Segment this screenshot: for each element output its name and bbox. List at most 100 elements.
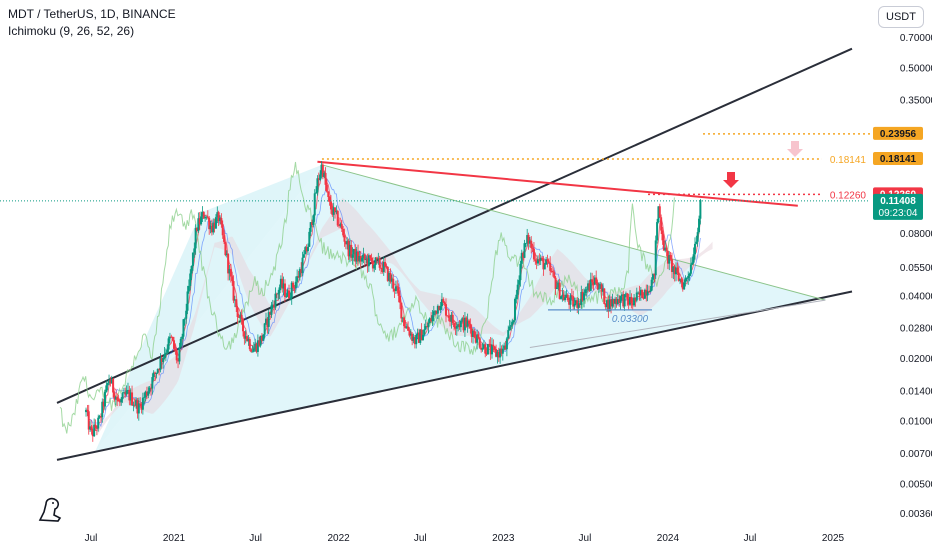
candle-body bbox=[237, 317, 240, 318]
candle-body bbox=[156, 369, 159, 373]
candle-body bbox=[179, 338, 182, 348]
candle-body bbox=[144, 391, 147, 398]
candle-body bbox=[549, 262, 552, 271]
candle-body bbox=[673, 266, 676, 275]
candle-body bbox=[328, 197, 331, 202]
candle-body bbox=[610, 299, 613, 307]
candle-body bbox=[355, 251, 358, 262]
candle-body bbox=[308, 231, 311, 247]
candle-body bbox=[457, 324, 460, 326]
candle-body bbox=[417, 332, 420, 343]
candle-body bbox=[240, 315, 243, 320]
candle-body bbox=[666, 250, 669, 264]
candle-body bbox=[593, 277, 596, 285]
x-tick-label: 2025 bbox=[822, 533, 845, 544]
pink-down-arrow-icon bbox=[787, 141, 803, 157]
candle-body bbox=[642, 297, 645, 299]
candle-body bbox=[109, 379, 112, 384]
candle-body bbox=[535, 260, 538, 264]
candle-body bbox=[388, 273, 391, 281]
candle-body bbox=[519, 263, 522, 281]
candle-body bbox=[600, 284, 603, 292]
time-axis[interactable]: Jul 2021 Jul 2022 Jul 2023 Jul 2024 Jul 2025 bbox=[85, 533, 845, 544]
candle-body bbox=[541, 257, 544, 259]
candle-body bbox=[187, 285, 190, 292]
candle-body bbox=[151, 377, 154, 389]
candle-body bbox=[270, 305, 273, 315]
candle-body bbox=[381, 267, 384, 272]
candle-body bbox=[212, 222, 215, 233]
candle-body bbox=[239, 315, 242, 318]
candle-body bbox=[313, 193, 316, 216]
candle-body bbox=[357, 251, 360, 262]
candle-body bbox=[458, 324, 461, 328]
candle-body bbox=[660, 217, 663, 231]
candle-body bbox=[369, 255, 372, 259]
candle-body bbox=[86, 409, 89, 412]
candle-body bbox=[401, 317, 404, 319]
candle-body bbox=[231, 276, 234, 282]
candle-body bbox=[166, 349, 169, 353]
candle-body bbox=[141, 397, 144, 410]
candle-body bbox=[665, 247, 668, 251]
candle-body bbox=[411, 333, 414, 341]
candle-body bbox=[209, 225, 212, 230]
candle-body bbox=[325, 184, 328, 192]
candle-body bbox=[269, 312, 272, 315]
candle-body bbox=[566, 294, 569, 301]
candle-body bbox=[587, 283, 590, 290]
candle-body bbox=[289, 297, 292, 299]
candle-body bbox=[432, 311, 435, 316]
upper-channel-line bbox=[56, 47, 853, 404]
candle-body bbox=[680, 279, 683, 283]
candle-body bbox=[290, 282, 293, 298]
candle-body bbox=[595, 277, 598, 284]
candle-body bbox=[496, 351, 499, 357]
candle-body bbox=[385, 266, 388, 267]
currency-button[interactable]: USDT bbox=[878, 6, 924, 28]
candle-body bbox=[601, 288, 604, 292]
candle-body bbox=[474, 337, 477, 343]
candle-body bbox=[251, 351, 254, 353]
candle-body bbox=[317, 178, 320, 180]
candle-body bbox=[551, 271, 554, 273]
price-tag-label: 0.18141 bbox=[880, 154, 917, 165]
candle-body bbox=[685, 277, 688, 279]
candle-body bbox=[200, 216, 203, 225]
candle-body bbox=[323, 172, 326, 177]
candle-body bbox=[698, 218, 701, 233]
candle-body bbox=[505, 338, 508, 350]
candle-body bbox=[480, 347, 483, 350]
candle-body bbox=[490, 344, 493, 355]
candle-body bbox=[442, 299, 445, 303]
candle-body bbox=[392, 278, 395, 289]
indicator-legend[interactable]: Ichimoku (9, 26, 52, 26) bbox=[8, 24, 135, 38]
candle-body bbox=[394, 286, 397, 292]
candle-body bbox=[578, 303, 581, 305]
candle-body bbox=[145, 391, 148, 396]
candle-body bbox=[277, 293, 280, 295]
candle-body bbox=[637, 292, 640, 294]
candle-body bbox=[178, 347, 181, 362]
x-tick-label: Jul bbox=[85, 533, 98, 544]
candle-body bbox=[371, 260, 374, 269]
candle-body bbox=[182, 319, 185, 337]
candle-body bbox=[409, 333, 412, 336]
candle-body bbox=[539, 257, 542, 261]
candle-body bbox=[440, 299, 443, 307]
candle-body bbox=[400, 302, 403, 319]
candle-body bbox=[350, 244, 353, 258]
candle-body bbox=[466, 320, 469, 327]
candle-body bbox=[454, 326, 457, 329]
candle-body bbox=[163, 354, 166, 358]
candle-body bbox=[584, 289, 587, 294]
price-tag-label: 0.23956 bbox=[880, 129, 917, 140]
candle-body bbox=[346, 240, 349, 245]
candle-body bbox=[244, 336, 247, 339]
candle-body bbox=[194, 228, 197, 249]
